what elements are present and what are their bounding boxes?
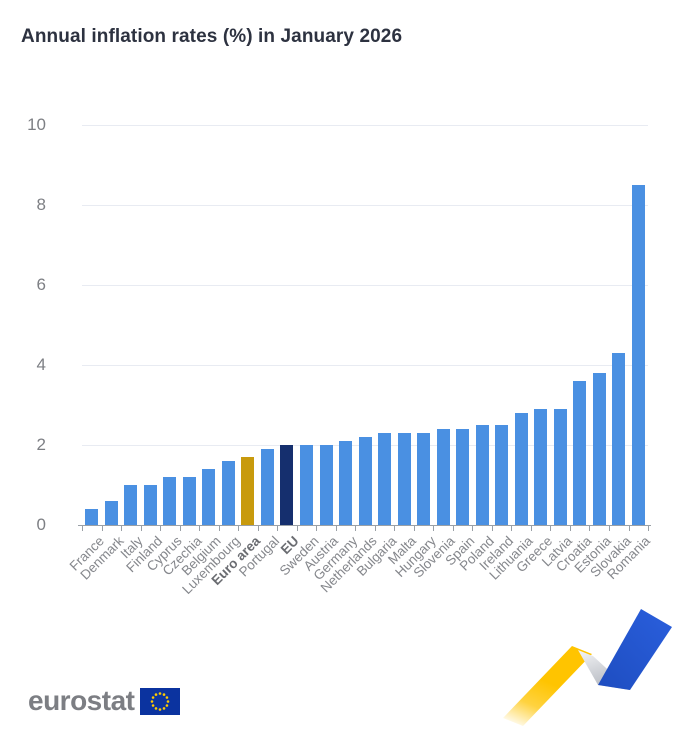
bar-croatia [573,381,587,525]
x-axis-tick [413,525,415,531]
bar-hungary [417,433,431,525]
eurostat-logo: eurostat [28,685,181,716]
y-tick-label-0: 0 [36,515,46,534]
x-axis-tick [355,525,357,531]
bar-eu [280,445,294,525]
bar-poland [475,425,489,525]
bar-denmark [104,501,118,525]
bar-ireland [495,425,509,525]
x-axis-tick [374,525,376,531]
x-axis-tick [433,525,435,531]
bar-greece [534,409,548,525]
bar-slovenia [436,429,450,525]
bar-finland [143,485,157,525]
ribbon-blue-band [598,609,672,690]
bar-bulgaria [378,433,391,525]
chart-title: Annual inflation rates (%) in January 20… [21,26,403,47]
x-axis-tick [530,525,532,531]
eu-flag-star [163,706,166,710]
x-axis-tick [121,525,122,531]
x-axis-tick [569,525,571,531]
x-axis-tick [101,525,103,531]
x-axis-line [78,525,651,526]
bar-france [85,509,99,525]
x-axis-tick [609,525,610,531]
y-tick-label-4: 4 [36,355,46,374]
bar-portugal [260,449,274,525]
eu-flag-star [159,691,162,695]
y-tick-label-10: 10 [27,115,46,134]
eurostat-logo-text: eurostat [28,685,135,716]
x-axis-tick [511,525,513,531]
x-axis-tick [160,525,162,531]
ribbon-yellow-band [503,646,592,726]
x-axis-tick [589,525,591,531]
x-axis-tick [452,525,454,531]
eu-flag-star [152,703,155,707]
bar-romania [631,185,645,525]
bar-slovakia [612,353,626,525]
x-axis-tick [238,525,240,531]
x-axis-tick [179,525,181,531]
x-axis-tick [277,525,279,531]
x-axis-tick [394,525,396,531]
bar-lithuania [514,413,528,525]
eu-flag-star [166,695,169,699]
x-axis-tick [199,525,201,531]
bar-netherlands [358,437,372,525]
eu-flag-star [159,707,162,711]
y-tick-label-8: 8 [36,195,46,214]
bar-germany [339,441,352,525]
gridline-4 [82,365,648,366]
gridline-10 [82,125,648,126]
eu-flag-star [152,695,155,699]
x-axis-tick [491,525,493,531]
x-axis-tick [335,525,337,531]
x-axis-tick [257,525,259,531]
x-axis-tick [550,525,552,531]
x-axis-tick [472,525,474,531]
bar-spain [456,429,470,525]
eu-flag-star [163,692,166,696]
bar-czechia [182,477,196,525]
x-axis-tick [316,525,318,531]
x-axis-tick [296,525,298,531]
x-axis-tick [140,525,142,531]
bar-luxembourg [221,461,235,525]
bar-belgium [202,469,216,525]
bar-austria [319,445,333,525]
bar-sweden [299,445,313,525]
bar-euro-area [241,457,255,525]
y-tick-label-2: 2 [36,435,46,454]
gridline-8 [82,205,648,206]
gridline-6 [82,285,648,286]
eu-flag-star [167,699,170,703]
x-axis-tick [82,525,83,531]
bar-estonia [592,373,606,525]
x-axis-tick [628,525,630,531]
bar-latvia [553,409,567,525]
bar-cyprus [163,477,177,525]
trend-ribbon-graphic [503,609,672,726]
bar-malta [397,433,411,525]
y-tick-label-6: 6 [36,275,46,294]
eu-flag-star [166,703,169,707]
eu-flag-icon [140,687,181,715]
x-axis-tick [648,525,649,531]
bar-italy [124,485,138,525]
eu-flag-star [155,692,158,696]
x-axis-tick [218,525,220,531]
eu-flag-star [151,699,154,703]
eu-flag-star [155,706,158,710]
